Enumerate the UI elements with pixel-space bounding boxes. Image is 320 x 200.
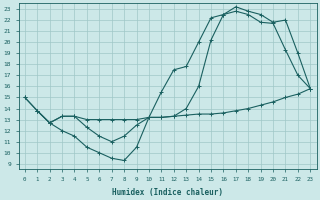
X-axis label: Humidex (Indice chaleur): Humidex (Indice chaleur) [112,188,223,197]
